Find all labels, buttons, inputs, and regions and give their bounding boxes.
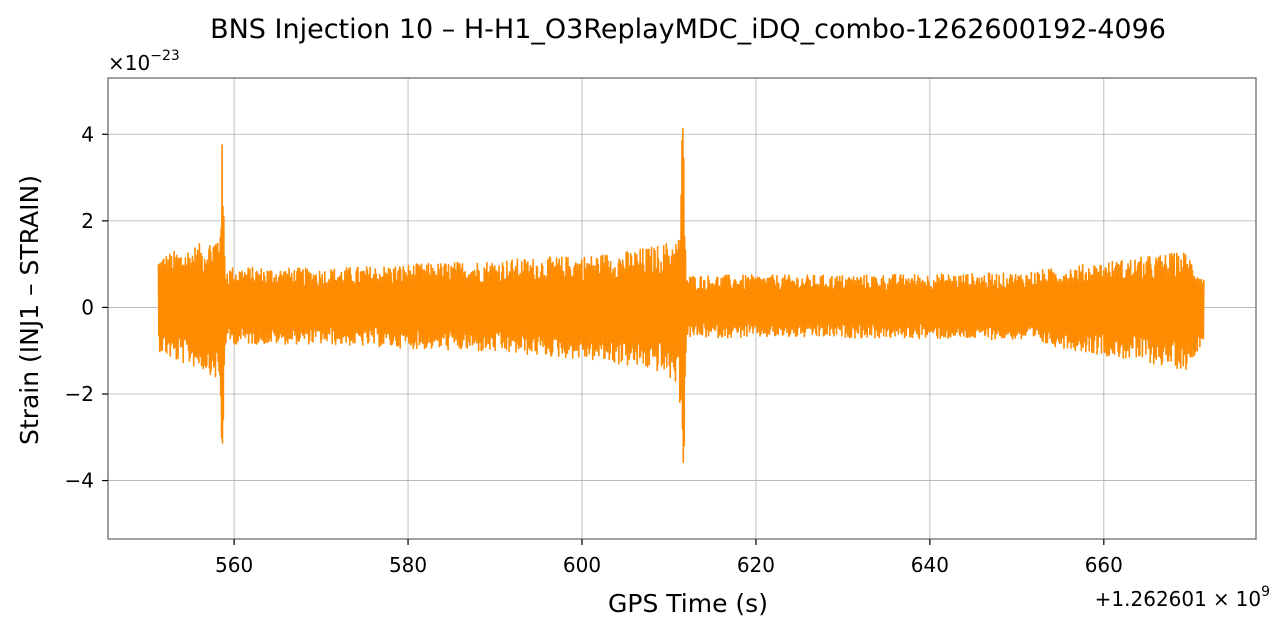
x-tick-label: 600 bbox=[563, 553, 601, 577]
x-tick-label: 660 bbox=[1085, 553, 1123, 577]
y-axis-label: Strain (INJ1 – STRAIN) bbox=[15, 175, 44, 445]
x-offset-label: +1.262601 × 109 bbox=[1095, 584, 1270, 611]
y-tick-label: 0 bbox=[81, 295, 94, 319]
y-tick-label: −4 bbox=[65, 469, 94, 493]
y-axis-ticks: 4 2 0 −2 −4 bbox=[65, 122, 108, 493]
y-scale-multiplier: ×10−23 bbox=[108, 48, 180, 75]
series-layer bbox=[157, 127, 1205, 464]
y-tick-label: −2 bbox=[65, 382, 94, 406]
plot-frame bbox=[107, 77, 1257, 540]
chart-title: BNS Injection 10 – H-H1_O3ReplayMDC_iDQ_… bbox=[210, 14, 1166, 45]
x-tick-label: 560 bbox=[215, 553, 253, 577]
x-axis-label: GPS Time (s) bbox=[608, 589, 768, 618]
strain-series-line bbox=[157, 127, 1205, 464]
x-tick-label: 640 bbox=[911, 553, 949, 577]
x-tick-label: 620 bbox=[737, 553, 775, 577]
x-axis-ticks: 560 580 600 620 640 660 bbox=[215, 539, 1123, 577]
x-tick-label: 580 bbox=[389, 553, 427, 577]
y-tick-label: 2 bbox=[81, 209, 94, 233]
y-tick-label: 4 bbox=[81, 122, 94, 146]
